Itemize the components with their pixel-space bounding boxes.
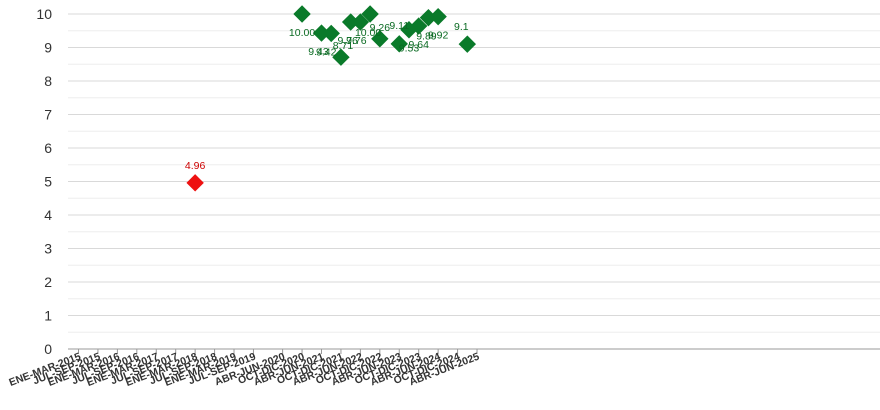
y-tick-label: 3 bbox=[44, 241, 52, 257]
y-tick-label: 9 bbox=[44, 40, 52, 56]
data-point-marker[interactable] bbox=[186, 174, 204, 192]
y-tick-label: 1 bbox=[44, 308, 52, 324]
y-tick-label: 7 bbox=[44, 107, 52, 123]
gridlines bbox=[68, 13, 880, 333]
x-axis: ENE-MAR-2015JUL-SEP-2015ENE-MAR-2016JUL-… bbox=[7, 348, 880, 389]
data-label: 4.96 bbox=[185, 160, 206, 172]
data-label: 9.76 bbox=[346, 35, 367, 47]
data-label: 9.1 bbox=[454, 21, 469, 33]
data-label: 9.42 bbox=[316, 46, 337, 58]
data-point-marker[interactable] bbox=[361, 5, 379, 23]
y-tick-label: 8 bbox=[44, 73, 52, 89]
data-label: 9.11 bbox=[389, 20, 409, 32]
data-point-marker[interactable] bbox=[322, 24, 340, 43]
y-tick-label: 5 bbox=[44, 174, 52, 190]
data-point-marker[interactable] bbox=[429, 7, 447, 26]
data-label: 9.26 bbox=[370, 22, 391, 34]
data-point-marker[interactable] bbox=[351, 13, 370, 31]
data-point-marker[interactable] bbox=[390, 35, 408, 53]
data-label: 9.53 bbox=[399, 43, 420, 55]
y-tick-label: 10 bbox=[36, 6, 52, 22]
data-label: 9.76 bbox=[337, 35, 358, 47]
data-points bbox=[186, 5, 477, 192]
data-label: 9.89 bbox=[416, 31, 437, 43]
y-tick-label: 2 bbox=[44, 274, 52, 290]
data-label: 10.00 bbox=[355, 27, 381, 39]
data-label: 8.71 bbox=[333, 40, 354, 52]
data-point-marker[interactable] bbox=[332, 48, 350, 66]
data-point-marker[interactable] bbox=[458, 35, 477, 53]
data-label: 9.92 bbox=[428, 30, 449, 42]
data-point-marker[interactable] bbox=[409, 17, 428, 35]
y-tick-label: 6 bbox=[44, 140, 52, 156]
y-tick-label: 4 bbox=[44, 207, 52, 223]
data-label: 9.64 bbox=[408, 39, 429, 51]
data-point-marker[interactable] bbox=[293, 5, 311, 23]
data-point-marker[interactable] bbox=[371, 30, 389, 48]
data-label: 10.00 bbox=[289, 27, 315, 39]
data-label: 9.43 bbox=[308, 46, 329, 58]
y-tick-label: 0 bbox=[44, 341, 52, 357]
y-axis: 0 1 2 3 4 5 6 7 8 9 10 bbox=[36, 6, 52, 357]
